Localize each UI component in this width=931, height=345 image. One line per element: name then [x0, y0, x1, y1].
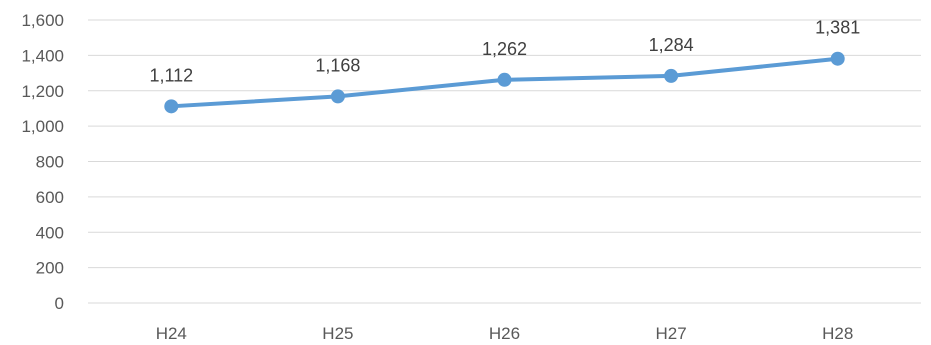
y-tick-label: 400 — [36, 223, 64, 242]
data-point — [664, 68, 679, 83]
gridlines — [88, 19, 921, 304]
data-point — [830, 51, 845, 66]
x-axis-tick-labels: H24 H25 H26 H27 H28 — [156, 324, 854, 343]
data-label: 1,112 — [149, 65, 193, 85]
x-tick-label: H27 — [656, 324, 687, 343]
data-labels: 1,112 1,168 1,262 1,284 1,381 — [149, 18, 860, 86]
data-point — [164, 99, 179, 114]
y-tick-label: 800 — [36, 153, 64, 172]
y-axis-tick-labels: 0 200 400 600 800 1,000 1,200 1,400 1,600 — [21, 11, 64, 313]
y-tick-label: 1,200 — [21, 82, 64, 101]
y-tick-label: 1,600 — [21, 11, 64, 30]
data-label: 1,284 — [649, 35, 694, 55]
data-point — [497, 72, 512, 87]
y-tick-label: 1,400 — [21, 46, 64, 65]
x-tick-label: H24 — [156, 324, 187, 343]
y-tick-label: 200 — [36, 259, 64, 278]
x-tick-label: H26 — [489, 324, 520, 343]
data-label: 1,381 — [815, 18, 860, 38]
y-tick-label: 1,000 — [21, 117, 64, 136]
data-label: 1,168 — [315, 55, 360, 75]
data-label: 1,262 — [482, 39, 527, 59]
y-tick-label: 600 — [36, 188, 64, 207]
x-tick-label: H28 — [822, 324, 853, 343]
x-tick-label: H25 — [322, 324, 353, 343]
y-tick-label: 0 — [55, 294, 64, 313]
data-point — [330, 89, 345, 104]
series-group — [164, 51, 845, 114]
